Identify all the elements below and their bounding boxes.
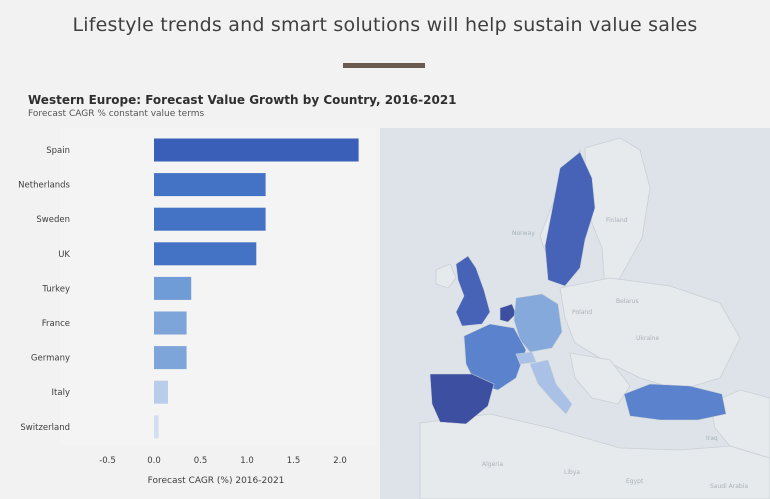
europe-map: .land{fill:#e7eaed;stroke:#c9d0d6;stroke… (380, 128, 770, 499)
category-label-spain: Spain (46, 146, 70, 156)
category-label-sweden: Sweden (36, 215, 70, 225)
map-country-switzerland (515, 351, 537, 365)
x-tick-label: 1.0 (240, 456, 254, 466)
map-land-eastern-europe (559, 277, 741, 391)
map-country-sweden (544, 151, 596, 287)
map-land-north-africa (419, 413, 770, 499)
bar-chart: Spain Netherlands Sweden UK Turkey France Germ… (18, 128, 380, 486)
bar-france (154, 311, 187, 335)
category-label-germany: Germany (31, 354, 70, 364)
map-label-finland: Finland (606, 217, 628, 224)
map-country-netherlands (499, 303, 517, 323)
x-tick-label: -0.5 (99, 456, 116, 466)
map-land-middle-east (709, 389, 770, 459)
bar-italy (154, 380, 168, 404)
map-label-belarus: Belarus (616, 298, 639, 305)
category-label-italy: Italy (52, 388, 70, 398)
map-country-germany (513, 293, 563, 353)
map-country-france (463, 323, 527, 391)
category-label-switzerland: Switzerland (20, 423, 70, 433)
category-label-france: France (42, 319, 70, 329)
bar-turkey (154, 276, 192, 300)
x-tick-label: 0.0 (147, 456, 161, 466)
map-country-italy (529, 359, 573, 415)
bar-germany (154, 346, 187, 370)
map-land-ireland (435, 263, 457, 289)
x-axis-title: Forecast CAGR (%) 2016-2021 (148, 476, 285, 486)
map-land-balkans (569, 352, 631, 405)
bar-uk (154, 242, 257, 266)
bar-netherlands (154, 173, 266, 197)
x-tick-label: 2.0 (333, 456, 347, 466)
bar-switzerland (154, 415, 159, 439)
chart-subtitle: Forecast CAGR % constant value terms (28, 109, 205, 119)
x-tick-label: 1.5 (287, 456, 301, 466)
map-label-poland: Poland (572, 309, 592, 316)
map-label-libya: Libya (564, 469, 580, 476)
category-label-uk: UK (58, 250, 70, 260)
map-country-uk (455, 255, 491, 327)
title-underline (343, 63, 425, 68)
map-label-iraq: Iraq (706, 435, 718, 442)
map-label-norway: Norway (512, 230, 535, 237)
map-label-saudi-arabia: Saudi Arabia (710, 483, 748, 490)
category-label-netherlands: Netherlands (18, 181, 70, 191)
chart-title: Western Europe: Forecast Value Growth by… (28, 93, 457, 107)
bar-spain (154, 138, 359, 162)
category-label-turkey: Turkey (41, 284, 70, 294)
map-label-ukraine: Ukraine (636, 335, 659, 342)
slide-title: Lifestyle trends and smart solutions wil… (72, 14, 698, 36)
map-land-scandinavia-east (584, 137, 651, 289)
map-label-algeria: Algeria (482, 461, 503, 468)
map-country-turkey (623, 383, 727, 421)
bar-sweden (154, 207, 266, 231)
x-tick-label: 0.5 (194, 456, 208, 466)
map-country-spain (429, 373, 495, 425)
map-label-egypt: Egypt (626, 478, 644, 485)
